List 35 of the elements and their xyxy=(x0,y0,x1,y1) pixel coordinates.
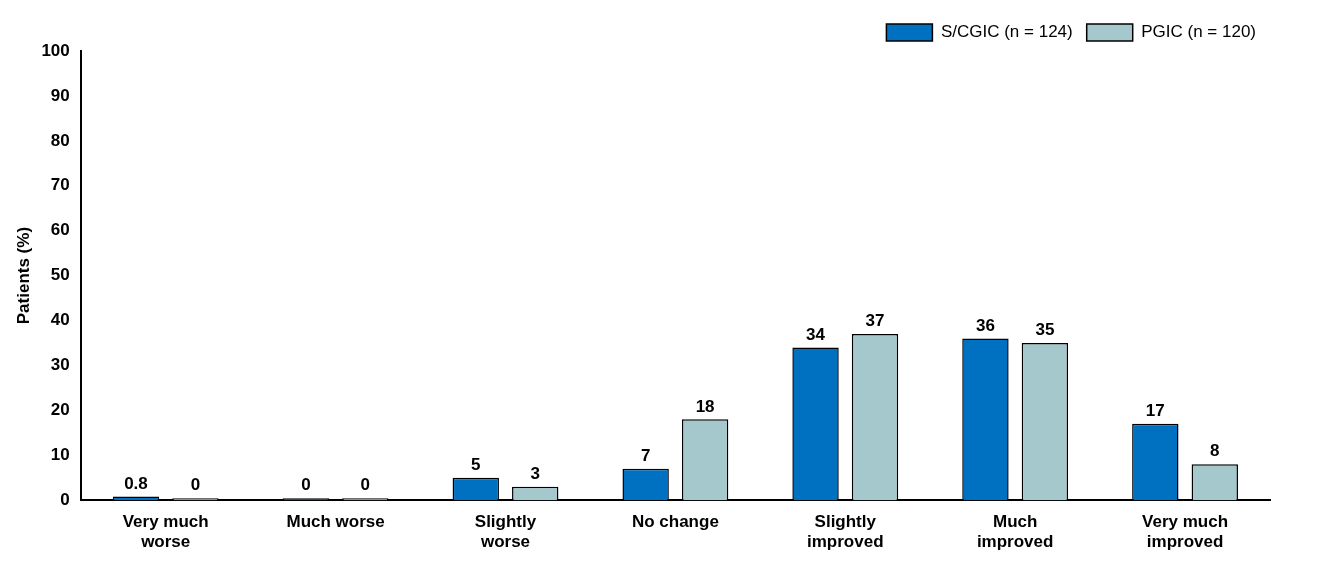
data-label: 0 xyxy=(360,475,371,495)
data-label: 17 xyxy=(1145,401,1165,421)
y-tick-label: 60 xyxy=(50,220,70,240)
y-tick-label: 10 xyxy=(50,444,70,464)
data-label: 5 xyxy=(471,454,481,474)
data-label: 34 xyxy=(806,324,826,344)
y-tick-label: 40 xyxy=(50,310,70,330)
y-tick-label: 30 xyxy=(50,355,70,375)
data-label: 18 xyxy=(695,396,715,416)
x-tick-label: Very much worse xyxy=(122,512,209,552)
x-tick-label: No change xyxy=(631,512,719,532)
y-tick-label: 100 xyxy=(41,40,70,60)
data-label: 7 xyxy=(640,445,651,465)
x-tick-label: Very much improved xyxy=(1142,512,1229,552)
x-tick-label: Slightly worse xyxy=(474,512,537,552)
y-tick-label: 80 xyxy=(50,130,70,150)
data-label: 8 xyxy=(1210,441,1220,461)
x-tick-label: Much improved xyxy=(976,512,1054,552)
data-label: 0.8 xyxy=(124,473,148,493)
y-tick-label: 50 xyxy=(50,265,70,285)
y-tick-label: 20 xyxy=(50,400,70,420)
y-axis-title: Patients (%) xyxy=(13,226,33,325)
y-tick-label: 0 xyxy=(60,489,70,509)
data-label: 35 xyxy=(1035,320,1055,340)
legend-label: S/CGIC (n = 124) xyxy=(940,22,1073,42)
y-tick-label: 90 xyxy=(50,85,70,105)
data-label: 0 xyxy=(301,475,311,495)
data-label: 36 xyxy=(975,315,995,335)
data-label: 0 xyxy=(190,475,201,495)
legend-label: PGIC (n = 120) xyxy=(1141,22,1257,42)
x-tick-label: Slightly improved xyxy=(807,512,884,552)
x-tick-label: Much worse xyxy=(286,512,385,532)
y-tick-label: 70 xyxy=(50,175,70,195)
data-label: 3 xyxy=(530,463,540,483)
data-label: 37 xyxy=(865,311,885,331)
